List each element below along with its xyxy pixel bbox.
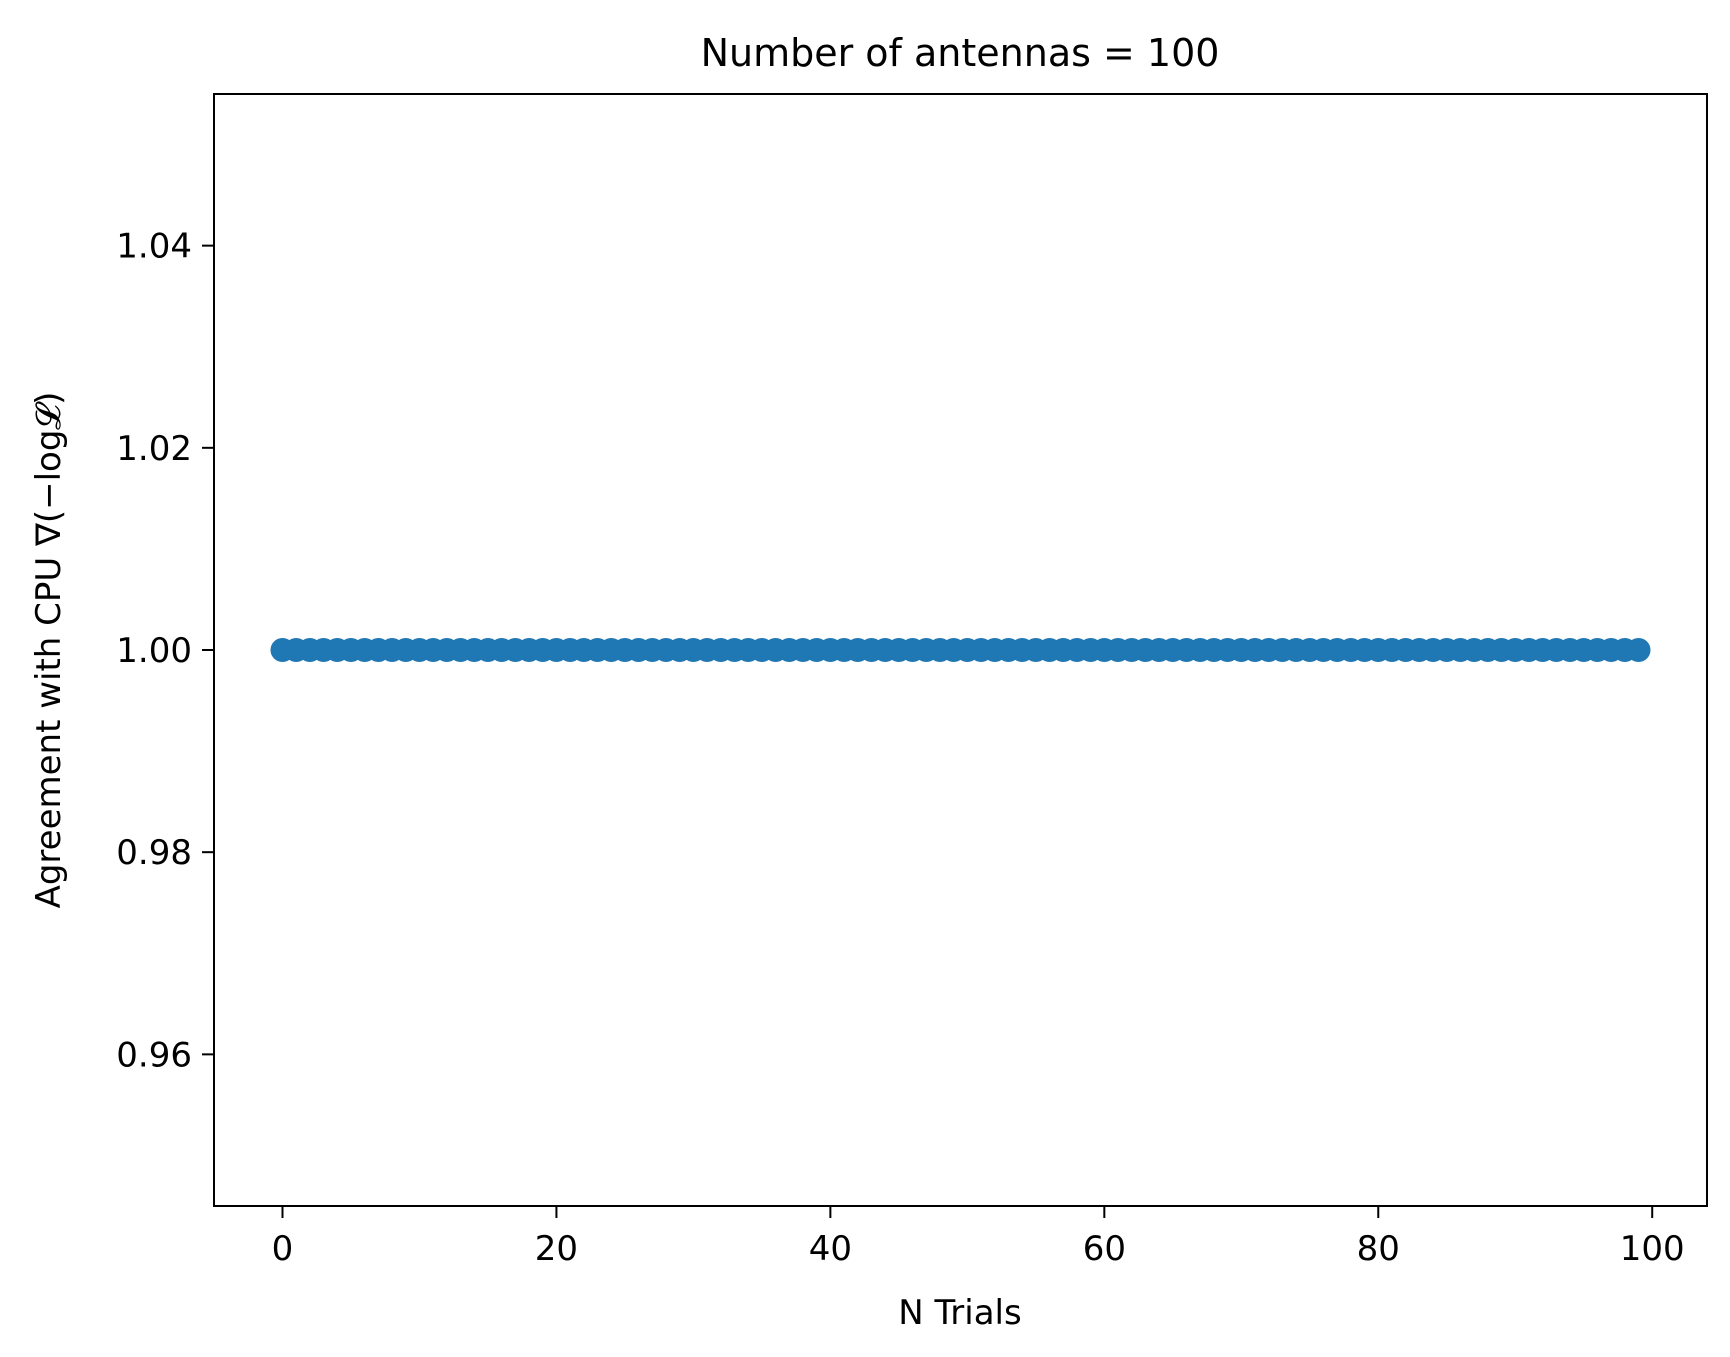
- x-tick-label: 40: [809, 1229, 852, 1269]
- y-tick-label: 0.96: [116, 1035, 192, 1075]
- x-tick-label: 60: [1083, 1229, 1126, 1269]
- x-tick-label: 20: [535, 1229, 578, 1269]
- x-axis-label: N Trials: [898, 1293, 1021, 1333]
- x-tick-label: 80: [1357, 1229, 1400, 1269]
- data-points: [270, 638, 1651, 662]
- y-tick-label: 0.98: [116, 833, 192, 873]
- chart-title: Number of antennas = 100: [701, 31, 1220, 75]
- data-point: [1626, 638, 1651, 662]
- y-axis-label: Agreement with CPU ∇(−log𝓛): [29, 392, 69, 909]
- axis-ticks: 0 20 40 60 80 100 0.96 0.98 1.00 1.02 1.04: [116, 227, 1684, 1269]
- plot-frame: [213, 93, 1708, 1207]
- y-tick-label: 1.04: [116, 227, 192, 267]
- x-tick-label: 100: [1620, 1229, 1685, 1269]
- y-tick-label: 1.02: [116, 429, 192, 469]
- y-tick-label: 1.00: [116, 631, 192, 671]
- x-tick-label: 0: [272, 1229, 294, 1269]
